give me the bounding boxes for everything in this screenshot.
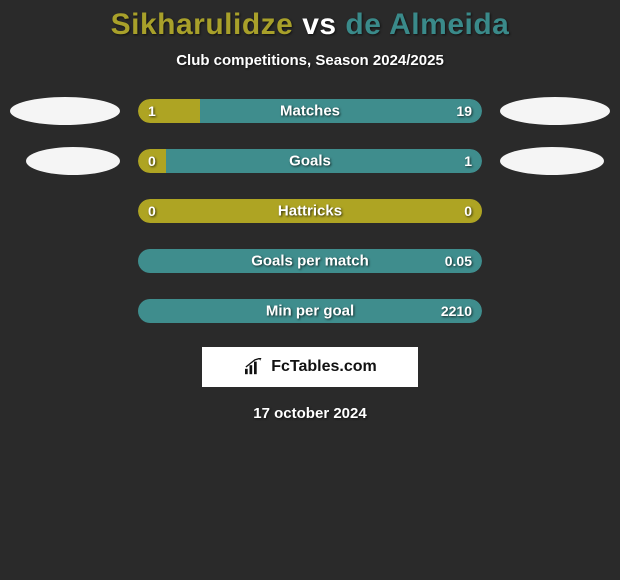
stat-row: 0Goals1	[0, 147, 620, 175]
branding-text: FcTables.com	[271, 358, 377, 376]
bar-fill-right	[138, 299, 482, 323]
vs-separator: vs	[293, 8, 345, 41]
stat-row: 0Hattricks0	[0, 197, 620, 225]
stat-row: 1Matches19	[0, 97, 620, 125]
player-left-avatar	[26, 147, 120, 175]
spacer	[10, 197, 120, 225]
stat-value-right: 1	[464, 153, 472, 169]
snapshot-date: 17 october 2024	[0, 405, 620, 422]
stat-value-left: 1	[148, 103, 156, 119]
subtitle: Club competitions, Season 2024/2025	[0, 52, 620, 69]
page-title: Sikharulidze vs de Almeida	[0, 8, 620, 42]
stat-value-right: 0.05	[445, 253, 472, 269]
stat-bar: 0Hattricks0	[138, 199, 482, 223]
stat-value-left: 0	[148, 153, 156, 169]
stat-value-left: 0	[148, 203, 156, 219]
spacer	[10, 247, 120, 275]
spacer	[10, 297, 120, 325]
stat-bar: 1Matches19	[138, 99, 482, 123]
stat-row: Min per goal2210	[0, 297, 620, 325]
spacer	[500, 197, 610, 225]
chart-icon	[243, 358, 265, 376]
spacer	[500, 297, 610, 325]
player-right-avatar	[500, 97, 610, 125]
comparison-widget: Sikharulidze vs de Almeida Club competit…	[0, 0, 620, 422]
player-left-name: Sikharulidze	[111, 8, 294, 41]
bar-fill-right	[166, 149, 482, 173]
bar-fill-right	[138, 249, 482, 273]
stat-value-right: 2210	[441, 303, 472, 319]
stat-row: Goals per match0.05	[0, 247, 620, 275]
player-right-avatar	[500, 147, 604, 175]
stat-value-right: 19	[456, 103, 472, 119]
bar-fill-right	[200, 99, 482, 123]
stat-bar: Goals per match0.05	[138, 249, 482, 273]
stat-value-right: 0	[464, 203, 472, 219]
stat-rows: 1Matches19 0Goals1 0Hattricks0 Goals per ma…	[0, 97, 620, 325]
player-left-avatar	[10, 97, 120, 125]
spacer	[500, 247, 610, 275]
stat-bar: 0Goals1	[138, 149, 482, 173]
stat-bar: Min per goal2210	[138, 299, 482, 323]
branding-badge[interactable]: FcTables.com	[202, 347, 418, 387]
player-right-name: de Almeida	[345, 8, 509, 41]
bar-fill-left	[138, 199, 482, 223]
